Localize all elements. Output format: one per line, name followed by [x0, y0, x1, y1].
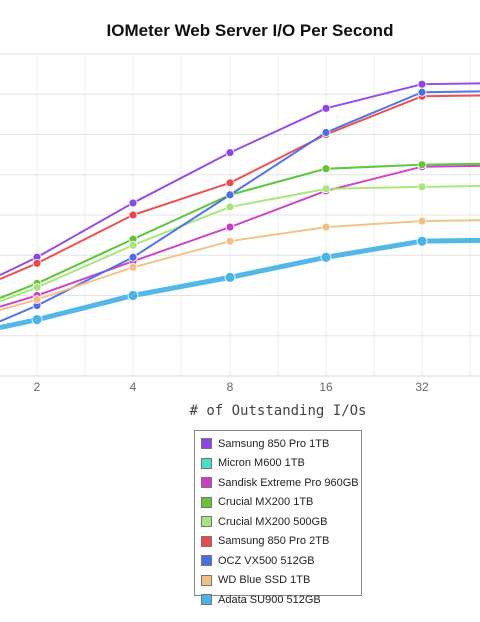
- legend-item: WD Blue SSD 1TB: [201, 571, 361, 591]
- legend-item: Micron M600 1TB: [201, 454, 361, 474]
- data-point: [128, 252, 138, 262]
- data-point: [128, 210, 138, 220]
- data-point: [416, 235, 428, 247]
- data-point: [321, 128, 331, 137]
- data-point: [128, 198, 138, 208]
- legend-item: Crucial MX200 500GB: [201, 512, 361, 532]
- series-sandisk-extreme-pro-960gb: [0, 162, 480, 308]
- x-axis-label: # of Outstanding I/Os: [189, 403, 366, 419]
- legend-swatch: [201, 574, 212, 586]
- legend-item: Adata SU900 512GB: [201, 590, 361, 610]
- data-point: [32, 283, 42, 292]
- x-tick-label: 32: [415, 380, 429, 394]
- legend-swatch: [201, 477, 212, 489]
- legend-label: Crucial MX200 500GB: [218, 515, 328, 528]
- data-point: [417, 216, 427, 226]
- series-line: [0, 219, 480, 312]
- legend-label: Crucial MX200 1TB: [218, 496, 314, 509]
- data-point: [225, 202, 235, 212]
- data-point: [31, 314, 43, 326]
- data-point: [224, 271, 236, 283]
- data-point: [321, 103, 331, 113]
- data-point: [225, 190, 235, 200]
- data-point: [225, 148, 235, 158]
- legend-swatch: [201, 516, 212, 528]
- data-point: [225, 222, 235, 232]
- legend-swatch: [201, 535, 212, 547]
- data-point: [32, 258, 42, 268]
- legend-swatch: [201, 555, 212, 567]
- legend-label: Samsung 850 Pro 2TB: [218, 535, 330, 548]
- x-axis-ticks: 2 4 8 16 32: [34, 380, 429, 394]
- data-point: [417, 160, 427, 170]
- chart-grid: [0, 53, 480, 377]
- chart-title: IOMeter Web Server I/O Per Second: [107, 21, 394, 40]
- series-adata-su900-512gb: [0, 235, 480, 331]
- data-point: [417, 182, 427, 192]
- series-samsung-850-pro-1tb: [0, 79, 480, 276]
- data-point: [127, 290, 139, 301]
- x-tick-label: 8: [227, 380, 234, 394]
- series-samsung-850-pro-2tb: [0, 91, 480, 281]
- data-point: [320, 251, 332, 263]
- data-point: [321, 222, 331, 232]
- series-crucial-mx200-500gb: [0, 182, 480, 303]
- legend-item: Sandisk Extreme Pro 960GB: [201, 473, 361, 493]
- data-point: [128, 240, 138, 250]
- legend-item: Crucial MX200 1TB: [201, 493, 361, 513]
- legend-label: Micron M600 1TB: [218, 457, 305, 470]
- data-point: [321, 184, 331, 194]
- x-tick-label: 2: [34, 380, 41, 394]
- data-point: [417, 79, 427, 89]
- legend-label: Samsung 850 Pro 1TB: [218, 437, 330, 450]
- legend-item: Samsung 850 Pro 1TB: [201, 434, 361, 454]
- series-ocz-vx500-512gb: [0, 87, 480, 323]
- legend-item: OCZ VX500 512GB: [201, 551, 361, 571]
- legend-swatch: [201, 457, 212, 469]
- data-point: [225, 236, 235, 246]
- data-point: [32, 295, 42, 304]
- legend-swatch: [201, 438, 212, 450]
- legend-label: WD Blue SSD 1TB: [218, 574, 311, 587]
- legend-swatch: [201, 594, 212, 606]
- legend-swatch: [201, 496, 212, 508]
- data-point: [128, 262, 138, 272]
- data-point: [321, 164, 331, 174]
- legend-label: Sandisk Extreme Pro 960GB: [218, 476, 359, 489]
- x-tick-label: 16: [319, 380, 333, 394]
- legend-item: Samsung 850 Pro 2TB: [201, 532, 361, 552]
- legend: Samsung 850 Pro 1TB Micron M600 1TB Sandis…: [194, 430, 362, 606]
- data-point: [225, 178, 235, 188]
- legend-label: OCZ VX500 512GB: [218, 554, 315, 567]
- legend-label: Adata SU900 512GB: [218, 593, 321, 606]
- chart-series: [0, 79, 480, 331]
- data-point: [417, 87, 427, 97]
- series-wd-blue-ssd-1tb: [0, 216, 480, 312]
- x-tick-label: 4: [130, 380, 137, 394]
